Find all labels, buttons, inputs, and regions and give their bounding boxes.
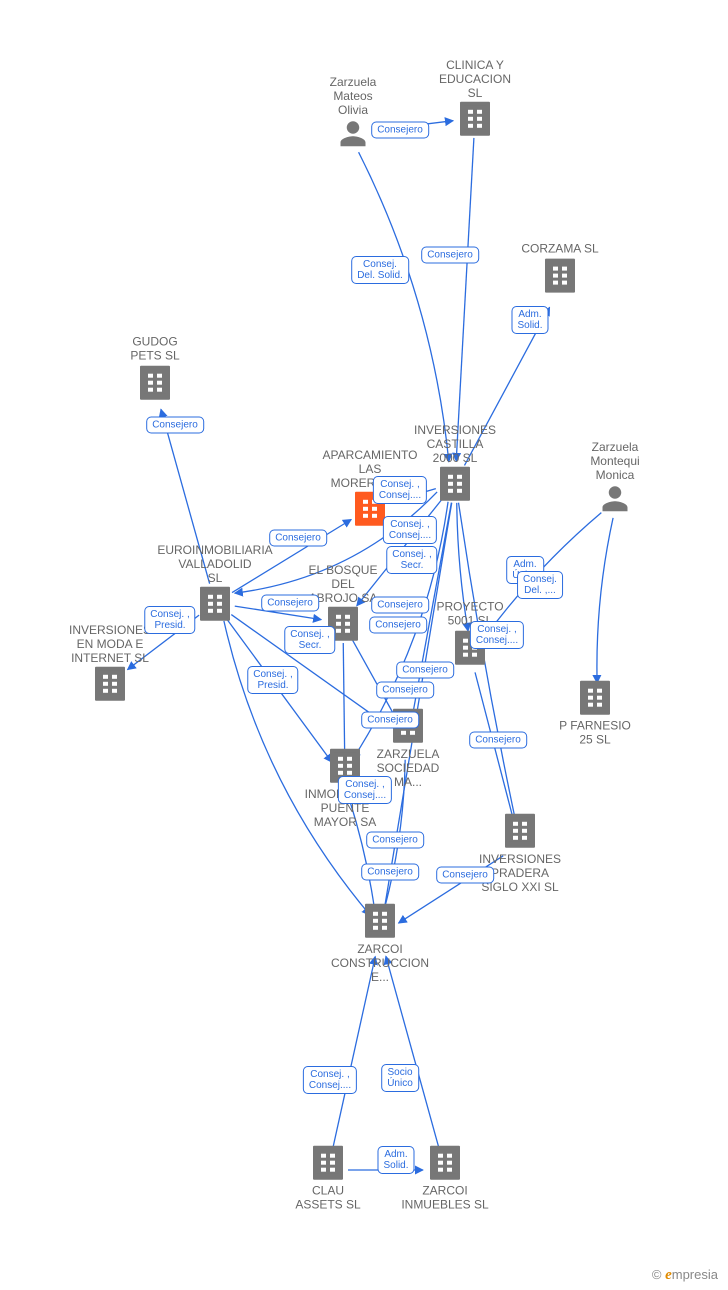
edge-zarzuela_monica-p_farnesio [597,518,613,683]
edge-label: Consejero [361,864,419,881]
edge-label: Consejero [261,595,319,612]
edge-label: Consej. , Consej.... [383,516,437,544]
person-icon [338,119,368,149]
edge-label: Consej. , Presid. [247,666,298,694]
node-label: ZARCOI CONSTRUCCION E... [320,943,440,984]
node-clau[interactable]: CLAU ASSETS SL [268,1146,388,1215]
watermark-text: mpresia [672,1267,718,1282]
node-inv_pradera[interactable]: INVERSIONES PRADERA SIGLO XXI SL [460,814,580,896]
edge-label: Consejero [361,712,419,729]
edge-el_bosque-inm_puente [343,643,344,758]
edge-label: Adm. Solid. [511,306,548,334]
node-label: Zarzuela Mateos Olivia [293,76,413,117]
edge-clinica-inv_castilla [456,138,474,461]
node-label: P FARNESIO 25 SL [535,720,655,748]
edge-label: Consejero [369,617,427,634]
edge-label: Consej. , Consej.... [470,621,524,649]
node-label: CLINICA Y EDUCACION SL [415,59,535,100]
edge-label: Consejero [469,732,527,749]
node-zarzuela_olivia[interactable]: Zarzuela Mateos Olivia [293,76,413,154]
person-icon [600,484,630,514]
node-gudog[interactable]: GUDOG PETS SL [95,336,215,405]
edge-label: Consej. , Consej.... [373,476,427,504]
node-corzama[interactable]: CORZAMA SL [500,243,620,298]
copyright-symbol: © [652,1267,662,1282]
edge-label: Consejero [146,417,204,434]
edge-label: Consej. , Secr. [386,546,437,574]
node-p_farnesio[interactable]: P FARNESIO 25 SL [535,681,655,750]
watermark: © empresia [652,1267,718,1284]
edge-label: Consejero [269,530,327,547]
node-label: Zarzuela Montequi Monica [555,441,675,482]
edge-label: Consejero [371,122,429,139]
edge-label: Adm. Solid. [377,1146,414,1174]
node-zarzuela_monica[interactable]: Zarzuela Montequi Monica [555,441,675,519]
watermark-e: e [665,1267,672,1283]
building-icon [460,102,490,136]
node-inv_moda[interactable]: INVERSIONES EN MODA E INTERNET SL [50,624,170,706]
building-icon [430,1146,460,1180]
edge-label: Consejero [421,247,479,264]
edge-label: Consej. , Secr. [284,626,335,654]
edge-label: Consej. Del. ,... [517,571,563,599]
edge-label: Consejero [396,662,454,679]
node-label: CLAU ASSETS SL [268,1185,388,1213]
edge-label: Consej. Del. Solid. [351,256,409,284]
edge-label: Consej. , Consej.... [338,776,392,804]
edge-label: Consejero [376,682,434,699]
building-icon [580,681,610,715]
building-icon [95,667,125,701]
edge-label: Consejero [371,597,429,614]
node-clinica[interactable]: CLINICA Y EDUCACION SL [415,59,535,141]
edge-label: Consejero [366,832,424,849]
node-zarcoi_constr[interactable]: ZARCOI CONSTRUCCION E... [320,904,440,986]
edge-label: Consejero [436,867,494,884]
building-icon [440,467,470,501]
edge-label: Socio Único [381,1064,419,1092]
building-icon [505,814,535,848]
building-icon [365,904,395,938]
building-icon [313,1146,343,1180]
node-label: CORZAMA SL [500,243,620,257]
node-label: EUROINMOBILIARIA VALLADOLID SL [155,544,275,585]
edge-label: Consej. , Consej.... [303,1066,357,1094]
edge-zarzuela_olivia-inv_castilla [359,152,449,462]
node-label: ZARCOI INMUEBLES SL [385,1185,505,1213]
building-icon [200,587,230,621]
building-icon [545,258,575,292]
building-icon [140,365,170,399]
node-label: GUDOG PETS SL [95,336,215,364]
edge-label: Consej. , Presid. [144,606,195,634]
